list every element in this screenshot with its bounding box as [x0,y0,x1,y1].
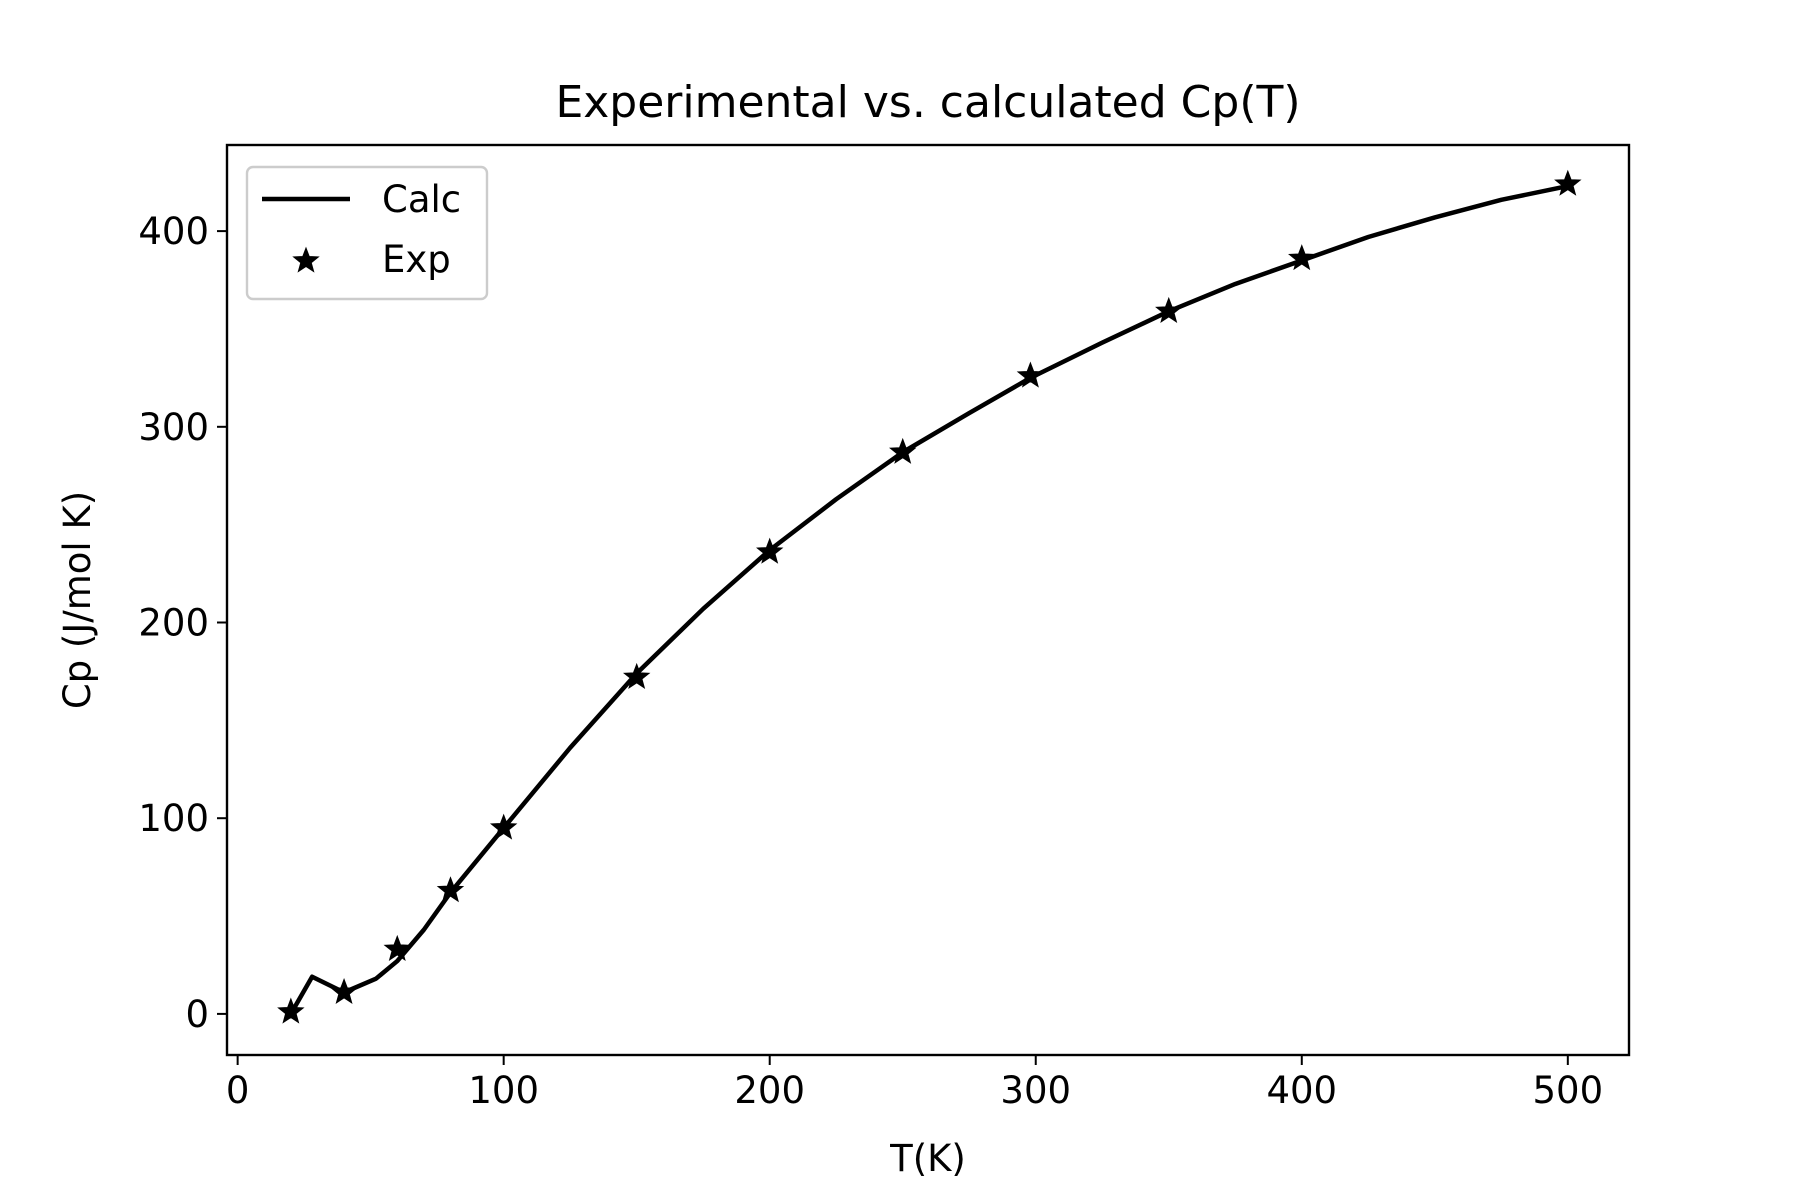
y-tick-label: 400 [138,210,209,253]
legend-star [292,246,320,273]
data-point-exp [330,977,358,1005]
x-tick-label: 200 [734,1069,805,1112]
data-point-exp [489,813,518,840]
legend-exp-marker [292,246,320,273]
x-tick-label: 300 [1000,1069,1071,1112]
chart-title: Experimental vs. calculated Cp(T) [555,77,1300,128]
y-tick-label: 0 [185,993,209,1036]
y-axis-label: Cp (J/mol K) [56,491,99,709]
data-point-exp [436,876,465,903]
x-tick-label: 0 [226,1069,250,1112]
x-tick-label: 400 [1266,1069,1337,1112]
data-point-exp [277,997,305,1024]
data-point-exp [1554,169,1582,196]
y-tick-label: 100 [138,797,209,840]
legend-exp-label: Exp [382,238,451,281]
x-axis-label: T(K) [889,1137,966,1180]
plot-area [277,169,1582,1024]
series-line-calc [288,183,1569,1016]
data-point-exp [622,662,651,689]
y-tick-label: 200 [138,602,209,645]
data-point-exp [1288,244,1316,271]
x-tick-label: 500 [1532,1069,1603,1112]
x-tick-label: 100 [468,1069,539,1112]
data-point-exp [756,537,784,564]
data-point-exp [383,934,411,961]
axis-ticks: 0 100 200 300 400 500 0 100 200 300 400 [138,210,1603,1112]
y-tick-label: 300 [138,406,209,449]
legend: Calc Exp [245,165,489,301]
data-point-exp [1155,296,1183,324]
data-point-exp [889,437,917,464]
axes-frame [225,143,1631,1057]
legend-calc-label: Calc [382,178,461,221]
data-point-exp [1016,361,1045,388]
